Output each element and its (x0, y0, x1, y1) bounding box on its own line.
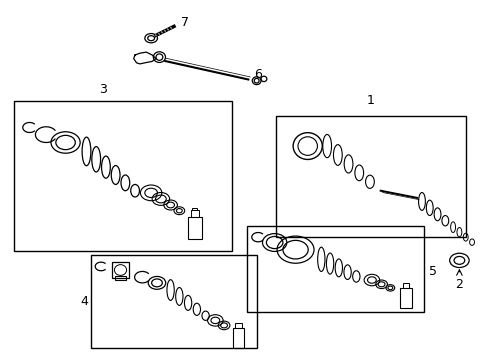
Bar (14, 102, 232, 251)
Bar (402, 283, 408, 288)
Text: 7: 7 (181, 16, 189, 29)
Bar (191, 210, 199, 217)
Bar (188, 217, 201, 239)
Text: 5: 5 (428, 265, 436, 278)
Bar (276, 116, 465, 237)
Text: 4: 4 (80, 295, 88, 308)
Text: 1: 1 (366, 94, 374, 107)
Bar (115, 276, 126, 280)
Text: 3: 3 (100, 83, 107, 96)
Bar (192, 207, 197, 210)
Bar (235, 323, 242, 328)
Bar (112, 262, 129, 278)
Bar (399, 288, 411, 307)
Bar (232, 328, 244, 347)
Bar (91, 255, 256, 348)
Bar (246, 226, 424, 312)
Text: 2: 2 (454, 278, 463, 291)
Text: 6: 6 (254, 68, 262, 81)
